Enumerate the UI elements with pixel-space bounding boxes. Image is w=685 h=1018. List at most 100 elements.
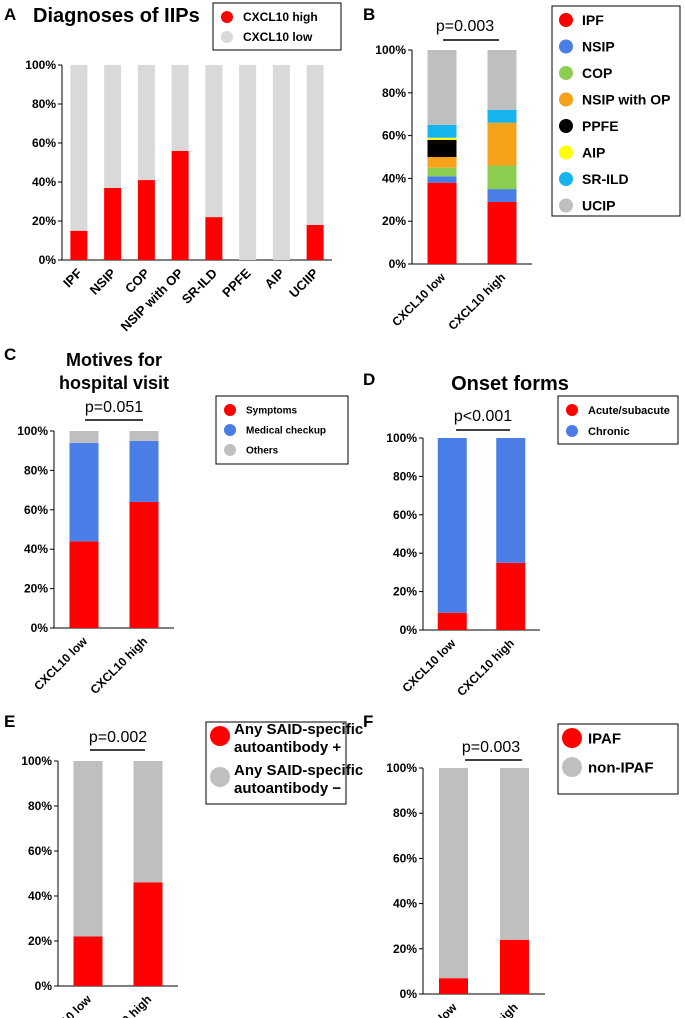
panel-c-ytick-label: 80%: [24, 463, 48, 477]
panel-b-legend-marker-nsip: [559, 39, 573, 54]
panel-c-category-label: CXCL10 high: [87, 634, 150, 697]
panel-b-bar-cxcl10-high-nsip: [487, 189, 517, 202]
panel-d-title: Onset forms: [451, 373, 569, 395]
panel-c-legend-box: [215, 395, 349, 465]
panel-a-ytick-label: 80%: [32, 97, 56, 111]
panel-a-bar-sr-ild-cxcl10-high: [205, 217, 223, 260]
panel-e-pvalue: p=0.002: [89, 729, 147, 746]
panel-b-bar-cxcl10-low-nsip: [427, 176, 457, 183]
panel-c-bar-cxcl10-low-symptoms: [69, 541, 99, 628]
panel-a-legend-marker-cxcl10-low: [221, 31, 233, 43]
panel-d-ytick-label: 60%: [393, 508, 417, 522]
panel-d-legend-label-chronic: Chronic: [588, 426, 630, 438]
panel-b-legend-marker-ipf: [559, 13, 573, 27]
panel-a-ytick-label: 60%: [32, 136, 56, 150]
panel-b-ytick-label: 100%: [375, 43, 406, 57]
panel-a-category-label: NSIP: [87, 265, 119, 297]
panel-a-category-label: AIP: [262, 265, 288, 291]
panel-d-ytick-label: 100%: [386, 431, 417, 445]
panel-a-legend-label-cxcl10-low: CXCL10 low: [243, 30, 313, 44]
panel-b-legend-label-ipf: IPF: [582, 12, 604, 28]
panel-e-legend-label: autoantibody +: [234, 739, 341, 756]
panel-a-bar-uciip-cxcl10-high: [306, 224, 324, 260]
panel-d-legend-label-acute-subacute: Acute/subacute: [588, 405, 670, 417]
panel-f-bar-cxcl10-low-ipaf: [439, 978, 468, 994]
panel-c-ytick-label: 60%: [24, 503, 48, 517]
panel-c-pvalue: p=0.051: [85, 399, 143, 416]
panel-f-bar-cxcl10-high-non-ipaf: [500, 768, 529, 940]
panel-a-bar-nsip-cxcl10-low: [104, 65, 122, 188]
panel-b: Bp=0.003 0% 20% 40% 60% 80% 100% CXCL10 lowCXCL…: [363, 5, 681, 333]
panel-e-legend-label: Any SAID-specific: [234, 721, 363, 738]
panel-b-letter: B: [363, 5, 375, 24]
panel-b-bar-cxcl10-low-sr-ild: [427, 124, 457, 138]
panel-b-bar-cxcl10-low-aip: [427, 137, 457, 140]
panel-b-ytick-label: 0%: [389, 257, 407, 271]
panel-b-legend-label-cop: COP: [582, 65, 612, 81]
panel-c-legend-label-symptoms: Symptoms: [246, 406, 298, 417]
panel-a-ytick-label: 0%: [39, 253, 57, 267]
panel-a-bar-aip-cxcl10-low: [272, 65, 290, 260]
panel-b-bar-cxcl10-low-ucip: [427, 50, 457, 125]
panel-c-letter: C: [4, 345, 16, 364]
panel-d: D Onset forms p<0.001 0% 20% 40% 60% 80% 100% CXC…: [363, 370, 679, 699]
panel-d-ytick-label: 40%: [393, 546, 417, 560]
panel-b-legend-marker-nsip-with-op: [559, 92, 573, 107]
panel-b-legend-label-ppfe: PPFE: [582, 118, 619, 134]
panel-c-ytick-label: 40%: [24, 542, 48, 556]
panel-b-ytick-label: 80%: [382, 86, 406, 100]
panel-b-category-label: CXCL10 high: [445, 270, 508, 333]
panel-b-legend-label-sr-ild: SR-ILD: [582, 171, 629, 187]
panel-b-legend-marker-ucip: [559, 198, 573, 213]
panel-a-category-label: COP: [122, 265, 153, 296]
panel-e-legend-label: Any SAID-specific: [234, 762, 363, 779]
panel-b-bar-cxcl10-high-ucip: [487, 50, 517, 110]
panel-b-legend-marker-cop: [559, 66, 573, 80]
panel-a-legend-label-cxcl10-high: CXCL10 high: [243, 10, 318, 24]
panel-a-bar-cop-cxcl10-high: [137, 180, 155, 260]
panel-f-bar-cxcl10-high-ipaf: [500, 939, 529, 994]
panel-b-ytick-label: 60%: [382, 129, 406, 143]
panel-b-bar-cxcl10-high-cop: [487, 165, 517, 190]
panel-b-category-label: CXCL10 low: [389, 270, 448, 329]
panel-c-ytick-label: 20%: [24, 582, 48, 596]
panel-a-bar-ipf-cxcl10-low: [70, 65, 88, 231]
panel-d-letter: D: [363, 370, 375, 389]
panel-d-legend: Acute/subacute Chronic: [557, 395, 679, 445]
panel-b-legend-marker-aip: [559, 145, 573, 160]
panel-f-category-label: CXCL10 high: [458, 1000, 521, 1018]
panel-d-pvalue: p<0.001: [454, 408, 512, 425]
panel-e-bar-cxcl10-high-any-said-specific-autoantibody: [133, 761, 163, 883]
panel-e-bar-cxcl10-high-any-said-specific-autoantibody: [133, 882, 163, 986]
panel-c-ytick-label: 100%: [17, 424, 48, 438]
panel-e-category-label: CXCL10 high: [91, 992, 154, 1018]
panel-b-legend-box: [551, 5, 681, 217]
panel-a-bar-ipf-cxcl10-high: [70, 230, 88, 260]
panel-a-category-label: UCIIP: [286, 265, 321, 300]
panel-d-legend-marker-chronic: [566, 425, 578, 437]
panel-a-ytick-label: 40%: [32, 175, 56, 189]
panel-a-legend-box: [212, 2, 342, 51]
panel-f-ytick-label: 100%: [386, 761, 417, 775]
panel-b-bar-cxcl10-low-cop: [427, 167, 457, 177]
panel-d-bar-cxcl10-high-acute-subacute: [496, 562, 526, 630]
panel-f-legend-marker-non-ipaf: [562, 757, 582, 777]
panel-a-title: Diagnoses of IIPs: [33, 5, 200, 27]
panel-e-ytick-label: 20%: [28, 934, 52, 948]
panel-f-category-label: CXCL10 low: [401, 1000, 460, 1018]
panel-f-legend-label-ipaf: IPAF: [588, 730, 621, 747]
panel-f-ytick-label: 80%: [393, 806, 417, 820]
panel-e-legend-marker-any-said-specific-autoantibody: [210, 767, 230, 787]
panel-b-legend-marker-ppfe: [559, 119, 573, 133]
panel-c-bar-cxcl10-high-symptoms: [129, 501, 159, 628]
panel-d-category-label: CXCL10 low: [399, 636, 458, 695]
panel-f-legend-label-non-ipaf: non-IPAF: [588, 759, 654, 776]
panel-c-legend-label-others: Others: [246, 446, 279, 457]
panel-c-bar-cxcl10-high-others: [129, 431, 159, 441]
panel-a-bar-uciip-cxcl10-low: [306, 65, 324, 225]
panel-e-ytick-label: 80%: [28, 799, 52, 813]
panel-c: C Motives for hospital visit p=0.051 0% 20% 40…: [4, 345, 349, 697]
panel-d-bar-cxcl10-high-chronic: [496, 438, 526, 563]
